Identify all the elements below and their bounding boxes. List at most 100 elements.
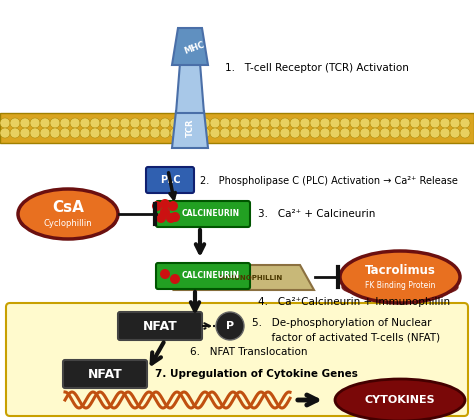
Polygon shape bbox=[176, 63, 204, 113]
Circle shape bbox=[170, 128, 180, 138]
Circle shape bbox=[350, 128, 360, 138]
Ellipse shape bbox=[20, 210, 116, 234]
Circle shape bbox=[10, 128, 20, 138]
Ellipse shape bbox=[340, 251, 460, 303]
Circle shape bbox=[160, 128, 170, 138]
Circle shape bbox=[160, 269, 170, 279]
Circle shape bbox=[210, 118, 220, 128]
Circle shape bbox=[340, 128, 350, 138]
Circle shape bbox=[20, 118, 30, 128]
Circle shape bbox=[290, 118, 300, 128]
Circle shape bbox=[250, 128, 260, 138]
Circle shape bbox=[390, 128, 400, 138]
Circle shape bbox=[50, 128, 60, 138]
Circle shape bbox=[320, 128, 330, 138]
Circle shape bbox=[190, 128, 200, 138]
Circle shape bbox=[260, 128, 270, 138]
Text: 6.   NFAT Translocation: 6. NFAT Translocation bbox=[190, 347, 308, 357]
Circle shape bbox=[430, 118, 440, 128]
Circle shape bbox=[90, 118, 100, 128]
Circle shape bbox=[460, 128, 470, 138]
Circle shape bbox=[230, 128, 240, 138]
Circle shape bbox=[216, 312, 244, 340]
Ellipse shape bbox=[335, 379, 465, 420]
Circle shape bbox=[60, 128, 70, 138]
Circle shape bbox=[180, 118, 190, 128]
Circle shape bbox=[430, 128, 440, 138]
Circle shape bbox=[380, 118, 390, 128]
Circle shape bbox=[330, 118, 340, 128]
Circle shape bbox=[80, 128, 90, 138]
Text: MHC: MHC bbox=[182, 40, 206, 56]
Circle shape bbox=[150, 118, 160, 128]
Circle shape bbox=[50, 118, 60, 128]
Circle shape bbox=[440, 128, 450, 138]
Circle shape bbox=[300, 118, 310, 128]
Text: IMMUNOPHILLIN: IMMUNOPHILLIN bbox=[219, 275, 283, 281]
Circle shape bbox=[260, 118, 270, 128]
Circle shape bbox=[90, 128, 100, 138]
Circle shape bbox=[450, 118, 460, 128]
Circle shape bbox=[170, 212, 180, 222]
Text: FK Binding Protein: FK Binding Protein bbox=[365, 281, 435, 291]
Circle shape bbox=[166, 213, 176, 223]
Circle shape bbox=[150, 128, 160, 138]
Circle shape bbox=[310, 118, 320, 128]
Circle shape bbox=[100, 128, 110, 138]
Circle shape bbox=[168, 201, 178, 211]
Circle shape bbox=[440, 118, 450, 128]
Circle shape bbox=[410, 118, 420, 128]
Circle shape bbox=[360, 128, 370, 138]
Circle shape bbox=[160, 199, 170, 209]
Ellipse shape bbox=[342, 276, 458, 298]
Circle shape bbox=[70, 128, 80, 138]
Circle shape bbox=[370, 128, 380, 138]
Circle shape bbox=[200, 128, 210, 138]
Circle shape bbox=[350, 118, 360, 128]
Text: CALCINEURIN: CALCINEURIN bbox=[182, 210, 240, 218]
Text: PLC: PLC bbox=[160, 175, 180, 185]
Circle shape bbox=[20, 128, 30, 138]
Circle shape bbox=[400, 128, 410, 138]
Circle shape bbox=[0, 118, 10, 128]
Circle shape bbox=[380, 128, 390, 138]
Text: 3.   Ca²⁺ + Calcineurin: 3. Ca²⁺ + Calcineurin bbox=[258, 209, 375, 219]
Circle shape bbox=[156, 213, 166, 223]
Circle shape bbox=[240, 118, 250, 128]
Circle shape bbox=[420, 128, 430, 138]
Circle shape bbox=[270, 118, 280, 128]
Circle shape bbox=[180, 128, 190, 138]
FancyBboxPatch shape bbox=[146, 167, 194, 193]
Circle shape bbox=[280, 118, 290, 128]
Circle shape bbox=[140, 128, 150, 138]
Text: 4.   Ca²⁺Calcineurin + Immunophillin: 4. Ca²⁺Calcineurin + Immunophillin bbox=[258, 297, 450, 307]
FancyBboxPatch shape bbox=[156, 263, 250, 289]
FancyBboxPatch shape bbox=[118, 312, 202, 340]
Circle shape bbox=[30, 118, 40, 128]
Text: NFAT: NFAT bbox=[143, 320, 177, 333]
Text: CALCINEURIN: CALCINEURIN bbox=[182, 271, 240, 281]
Circle shape bbox=[240, 128, 250, 138]
Circle shape bbox=[280, 128, 290, 138]
Circle shape bbox=[410, 128, 420, 138]
Circle shape bbox=[200, 118, 210, 128]
Text: 1.   T-cell Receptor (TCR) Activation: 1. T-cell Receptor (TCR) Activation bbox=[225, 63, 409, 73]
Circle shape bbox=[80, 118, 90, 128]
Circle shape bbox=[400, 118, 410, 128]
Text: NFAT: NFAT bbox=[88, 368, 122, 381]
Text: 5.   De-phosphorylation of Nuclear: 5. De-phosphorylation of Nuclear bbox=[252, 318, 431, 328]
Circle shape bbox=[120, 128, 130, 138]
Circle shape bbox=[220, 128, 230, 138]
Text: TCR: TCR bbox=[185, 119, 194, 137]
Circle shape bbox=[340, 118, 350, 128]
Text: 7. Upregulation of Cytokine Genes: 7. Upregulation of Cytokine Genes bbox=[155, 369, 358, 379]
Circle shape bbox=[190, 118, 200, 128]
Circle shape bbox=[30, 128, 40, 138]
Circle shape bbox=[320, 118, 330, 128]
Circle shape bbox=[360, 118, 370, 128]
Circle shape bbox=[110, 118, 120, 128]
Circle shape bbox=[40, 118, 50, 128]
Circle shape bbox=[310, 128, 320, 138]
Circle shape bbox=[140, 118, 150, 128]
Text: P: P bbox=[226, 321, 234, 331]
